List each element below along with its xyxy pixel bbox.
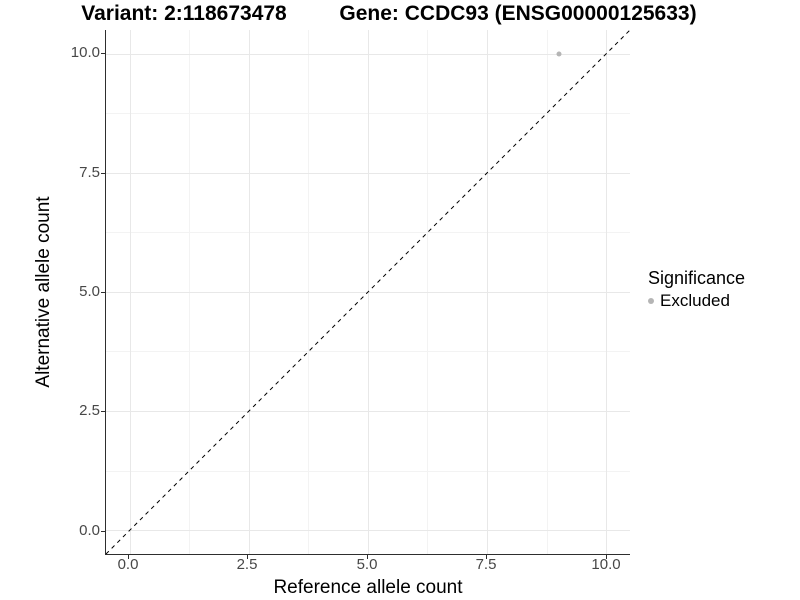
y-tick-mark <box>101 53 105 54</box>
y-tick-label: 10.0 <box>70 44 100 61</box>
x-tick-mark <box>606 555 607 559</box>
x-tick-label: 10.0 <box>591 556 621 573</box>
identity-reference-dashed-line <box>106 30 630 554</box>
y-axis-title: Alternative allele count <box>33 196 54 388</box>
gridline-major-horizontal <box>106 530 630 531</box>
x-tick-mark <box>247 555 248 559</box>
x-tick-label: 2.5 <box>236 556 258 573</box>
y-tick-mark <box>101 411 105 412</box>
x-tick-mark <box>128 555 129 559</box>
x-axis-title: Reference allele count <box>273 577 463 598</box>
legend-title: Significance <box>648 268 746 288</box>
y-tick-label: 0.0 <box>79 522 100 539</box>
legend: Significance Excluded <box>648 269 745 310</box>
y-tick-mark <box>101 173 105 174</box>
data-point <box>556 51 562 57</box>
gridline-major-horizontal <box>106 411 630 412</box>
y-tick-label: 2.5 <box>79 402 100 419</box>
x-tick-mark <box>367 555 368 559</box>
gridline-major-horizontal <box>106 173 630 174</box>
x-tick-label: 5.0 <box>356 556 378 573</box>
gridline-major-horizontal <box>106 54 630 55</box>
plot-title-variant: Variant: 2:118673478 <box>81 2 287 25</box>
y-tick-mark <box>101 531 105 532</box>
legend-circle-marker-icon <box>648 298 654 304</box>
y-tick-label: 5.0 <box>79 283 100 300</box>
x-tick-mark <box>486 555 487 559</box>
legend-item-label: Excluded <box>660 291 730 310</box>
x-tick-label: 7.5 <box>475 556 497 573</box>
plot-panel <box>105 30 630 555</box>
plot-title-gene: Gene: CCDC93 (ENSG00000125633) <box>339 2 697 25</box>
y-tick-label: 7.5 <box>79 164 100 181</box>
y-tick-mark <box>101 292 105 293</box>
legend-item-excluded: Excluded <box>648 292 745 310</box>
x-tick-label: 0.0 <box>117 556 139 573</box>
